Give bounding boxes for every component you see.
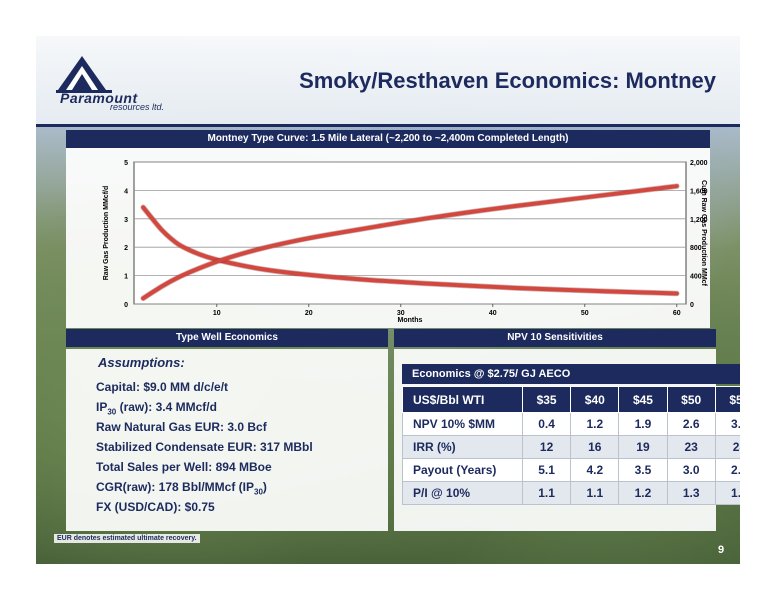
npv-header-cell: $50 [666, 386, 716, 413]
chart-title: Montney Type Curve: 1.5 Mile Lateral (~2… [66, 130, 710, 148]
y-tick-label: 5 [124, 160, 128, 167]
y2-tick-label: 0 [690, 302, 694, 309]
table-cell: 1.2 [570, 412, 620, 436]
table-cell: 23 [666, 435, 716, 459]
table-cell: 3.0 [666, 458, 716, 482]
logo-wordmark: Paramount [60, 90, 138, 106]
npv-header-row: US$/Bbl WTI $35 $40 $45 $50 $55 [402, 386, 740, 413]
table-cell: 4.2 [570, 458, 620, 482]
page-title: Smoky/Resthaven Economics: Montney [299, 68, 716, 93]
assumptions-list: Capital: $9.0 MM d/c/e/t IP30 (raw): 3.4… [96, 377, 313, 517]
header: Paramount resources ltd. Smoky/Resthaven… [36, 36, 740, 127]
npv-sensitivities-header: NPV 10 Sensitivities [394, 329, 716, 347]
x-tick-label: 40 [489, 310, 497, 317]
npv-table: US$/Bbl WTI $35 $40 $45 $50 $55 NPV 10% … [402, 386, 740, 505]
table-cell: 28 [714, 435, 740, 459]
npv-header-cell: US$/Bbl WTI [402, 386, 523, 413]
y-tick-label: 3 [124, 217, 128, 224]
assumption-capital: Capital: $9.0 MM d/c/e/t [96, 380, 229, 394]
table-cell: IRR (%) [402, 435, 523, 459]
footnote: EUR denotes estimated ultimate recovery. [54, 534, 200, 543]
y2-tick-label: 800 [690, 245, 702, 252]
npv-header-cell: $40 [570, 386, 620, 413]
npv-panel: Economics @ $2.75/ GJ AECO US$/Bbl WTI $… [394, 349, 740, 531]
y-tick-label: 4 [124, 188, 128, 195]
npv-table-caption: Economics @ $2.75/ GJ AECO [402, 364, 740, 384]
assumption-fx: FX (USD/CAD): $0.75 [96, 500, 215, 514]
table-cell: 19 [618, 435, 668, 459]
table-cell: 1.1 [521, 481, 572, 505]
table-row: P/I @ 10% 1.1 1.1 1.2 1.3 1.4 [402, 481, 740, 505]
paramount-logo-icon [56, 56, 112, 93]
series-1-line [141, 184, 679, 301]
table-cell: 1.1 [570, 481, 620, 505]
y-tick-label: 0 [124, 302, 128, 309]
y-tick-label: 2 [124, 245, 128, 252]
x-tick-label: 50 [581, 310, 589, 317]
table-cell: 3.5 [618, 458, 668, 482]
x-tick-label: 60 [673, 310, 681, 317]
table-cell: 2.7 [714, 458, 740, 482]
assumption-cgr: CGR(raw): 178 Bbl/MMcf (IP30) [96, 480, 267, 497]
table-cell: 1.4 [714, 481, 740, 505]
assumption-ip30: IP30 (raw): 3.4 MMcf/d [96, 400, 217, 417]
npv-header-cell: $55 [714, 386, 740, 413]
slide: Paramount resources ltd. Smoky/Resthaven… [36, 36, 740, 564]
table-row: NPV 10% $MM 0.4 1.2 1.9 2.6 3.4 [402, 412, 740, 436]
table-cell: Payout (Years) [402, 458, 523, 482]
npv-header-cell: $45 [618, 386, 668, 413]
table-row: Payout (Years) 5.1 4.2 3.5 3.0 2.7 [402, 458, 740, 482]
x-tick-label: 10 [213, 310, 221, 317]
x-tick-label: 30 [397, 310, 405, 317]
table-row: IRR (%) 12 16 19 23 28 [402, 435, 740, 459]
table-cell: 12 [521, 435, 572, 459]
table-cell: 5.1 [521, 458, 572, 482]
assumptions-panel: Assumptions: Capital: $9.0 MM d/c/e/t IP… [66, 349, 388, 531]
assumption-condensate-eur: Stabilized Condensate EUR: 317 MBbl [96, 440, 313, 454]
y2-tick-label: 400 [690, 274, 702, 281]
table-cell: 1.9 [618, 412, 668, 436]
table-cell: 3.4 [714, 412, 740, 436]
assumptions-title: Assumptions: [98, 355, 185, 370]
table-cell: 0.4 [521, 412, 572, 436]
y2-axis-label: Cum Raw Gas Production MMcf [700, 180, 707, 286]
table-cell: NPV 10% $MM [402, 412, 523, 436]
type-well-economics-header: Type Well Economics [66, 329, 388, 347]
y-tick-label: 1 [124, 274, 128, 281]
type-curve-chart: 0 1 2 3 4 5 0 400 800 1,200 1,600 2,000 10 20 30 40 50 60… [66, 148, 710, 328]
assumption-total-sales: Total Sales per Well: 894 MBoe [96, 460, 272, 474]
x-tick-label: 20 [305, 310, 313, 317]
logo-subtitle: resources ltd. [110, 102, 165, 112]
y2-tick-label: 1,600 [690, 188, 708, 195]
series-0-line [141, 205, 679, 296]
y2-tick-label: 1,200 [690, 217, 708, 224]
plot-area [133, 161, 687, 305]
table-cell: P/I @ 10% [402, 481, 523, 505]
y-axis-label: Raw Gas Production MMcf/d [103, 186, 110, 281]
assumption-gas-eur: Raw Natural Gas EUR: 3.0 Bcf [96, 420, 267, 434]
x-axis-label: Months [398, 317, 423, 324]
table-cell: 1.3 [666, 481, 716, 505]
table-cell: 16 [570, 435, 620, 459]
y2-tick-label: 2,000 [690, 160, 708, 167]
header-rule [36, 124, 740, 127]
table-cell: 1.2 [618, 481, 668, 505]
page-number: 9 [718, 544, 725, 556]
table-cell: 2.6 [666, 412, 716, 436]
npv-header-cell: $35 [521, 386, 572, 413]
